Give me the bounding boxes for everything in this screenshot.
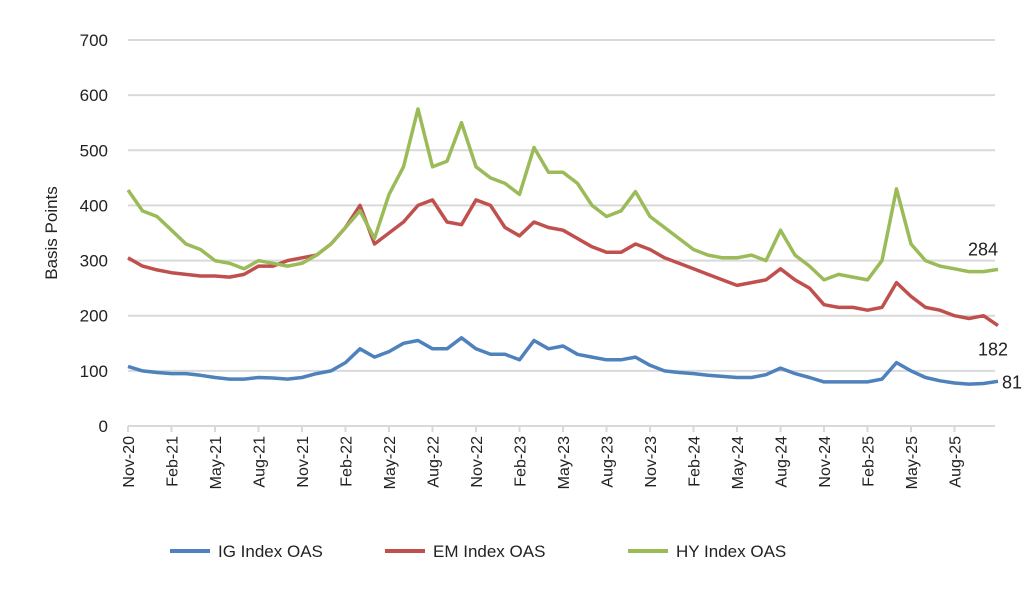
x-tick-label: Nov-22 xyxy=(469,436,486,488)
x-tick-label: Aug-23 xyxy=(600,436,617,488)
x-tick-label: Nov-23 xyxy=(643,436,660,488)
x-tick-label: Feb-23 xyxy=(513,436,530,487)
legend-label: EM Index OAS xyxy=(433,542,545,561)
x-tick-label: May-24 xyxy=(730,436,747,489)
x-tick-label: Nov-20 xyxy=(121,436,138,488)
x-tick-label: Nov-21 xyxy=(295,436,312,488)
x-tick-label: Feb-21 xyxy=(165,436,182,487)
y-tick-label: 100 xyxy=(80,362,108,381)
x-tick-label: May-22 xyxy=(382,436,399,489)
x-tick-label: Aug-21 xyxy=(252,436,269,488)
y-tick-label: 600 xyxy=(80,86,108,105)
legend-label: IG Index OAS xyxy=(218,542,323,561)
y-tick-label: 0 xyxy=(99,417,108,436)
x-tick-label: May-23 xyxy=(556,436,573,489)
series-line-em-index-oas xyxy=(127,198,999,328)
x-tick-label: May-21 xyxy=(208,436,225,489)
end-value-label: 81 xyxy=(1002,372,1022,392)
y-tick-label: 300 xyxy=(80,252,108,271)
x-tick-label: Feb-22 xyxy=(339,436,356,487)
end-value-label: 182 xyxy=(978,340,1008,360)
series-line-ig-index-oas xyxy=(127,336,999,386)
y-axis-title: Basis Points xyxy=(42,186,61,280)
x-tick-label: Aug-22 xyxy=(426,436,443,488)
legend-label: HY Index OAS xyxy=(676,542,786,561)
series-line-hy-index-oas xyxy=(126,107,999,282)
y-tick-label: 400 xyxy=(80,196,108,215)
y-tick-label: 700 xyxy=(80,31,108,50)
x-tick-label: Aug-24 xyxy=(774,436,791,488)
x-tick-label: Aug-25 xyxy=(948,436,965,488)
y-tick-label: 500 xyxy=(80,141,108,160)
x-tick-label: Feb-24 xyxy=(687,436,704,487)
end-value-label: 284 xyxy=(968,239,998,259)
x-tick-label: Feb-25 xyxy=(861,436,878,487)
y-tick-label: 200 xyxy=(80,307,108,326)
x-tick-label: May-25 xyxy=(904,436,921,489)
x-tick-label: Nov-24 xyxy=(817,436,834,488)
